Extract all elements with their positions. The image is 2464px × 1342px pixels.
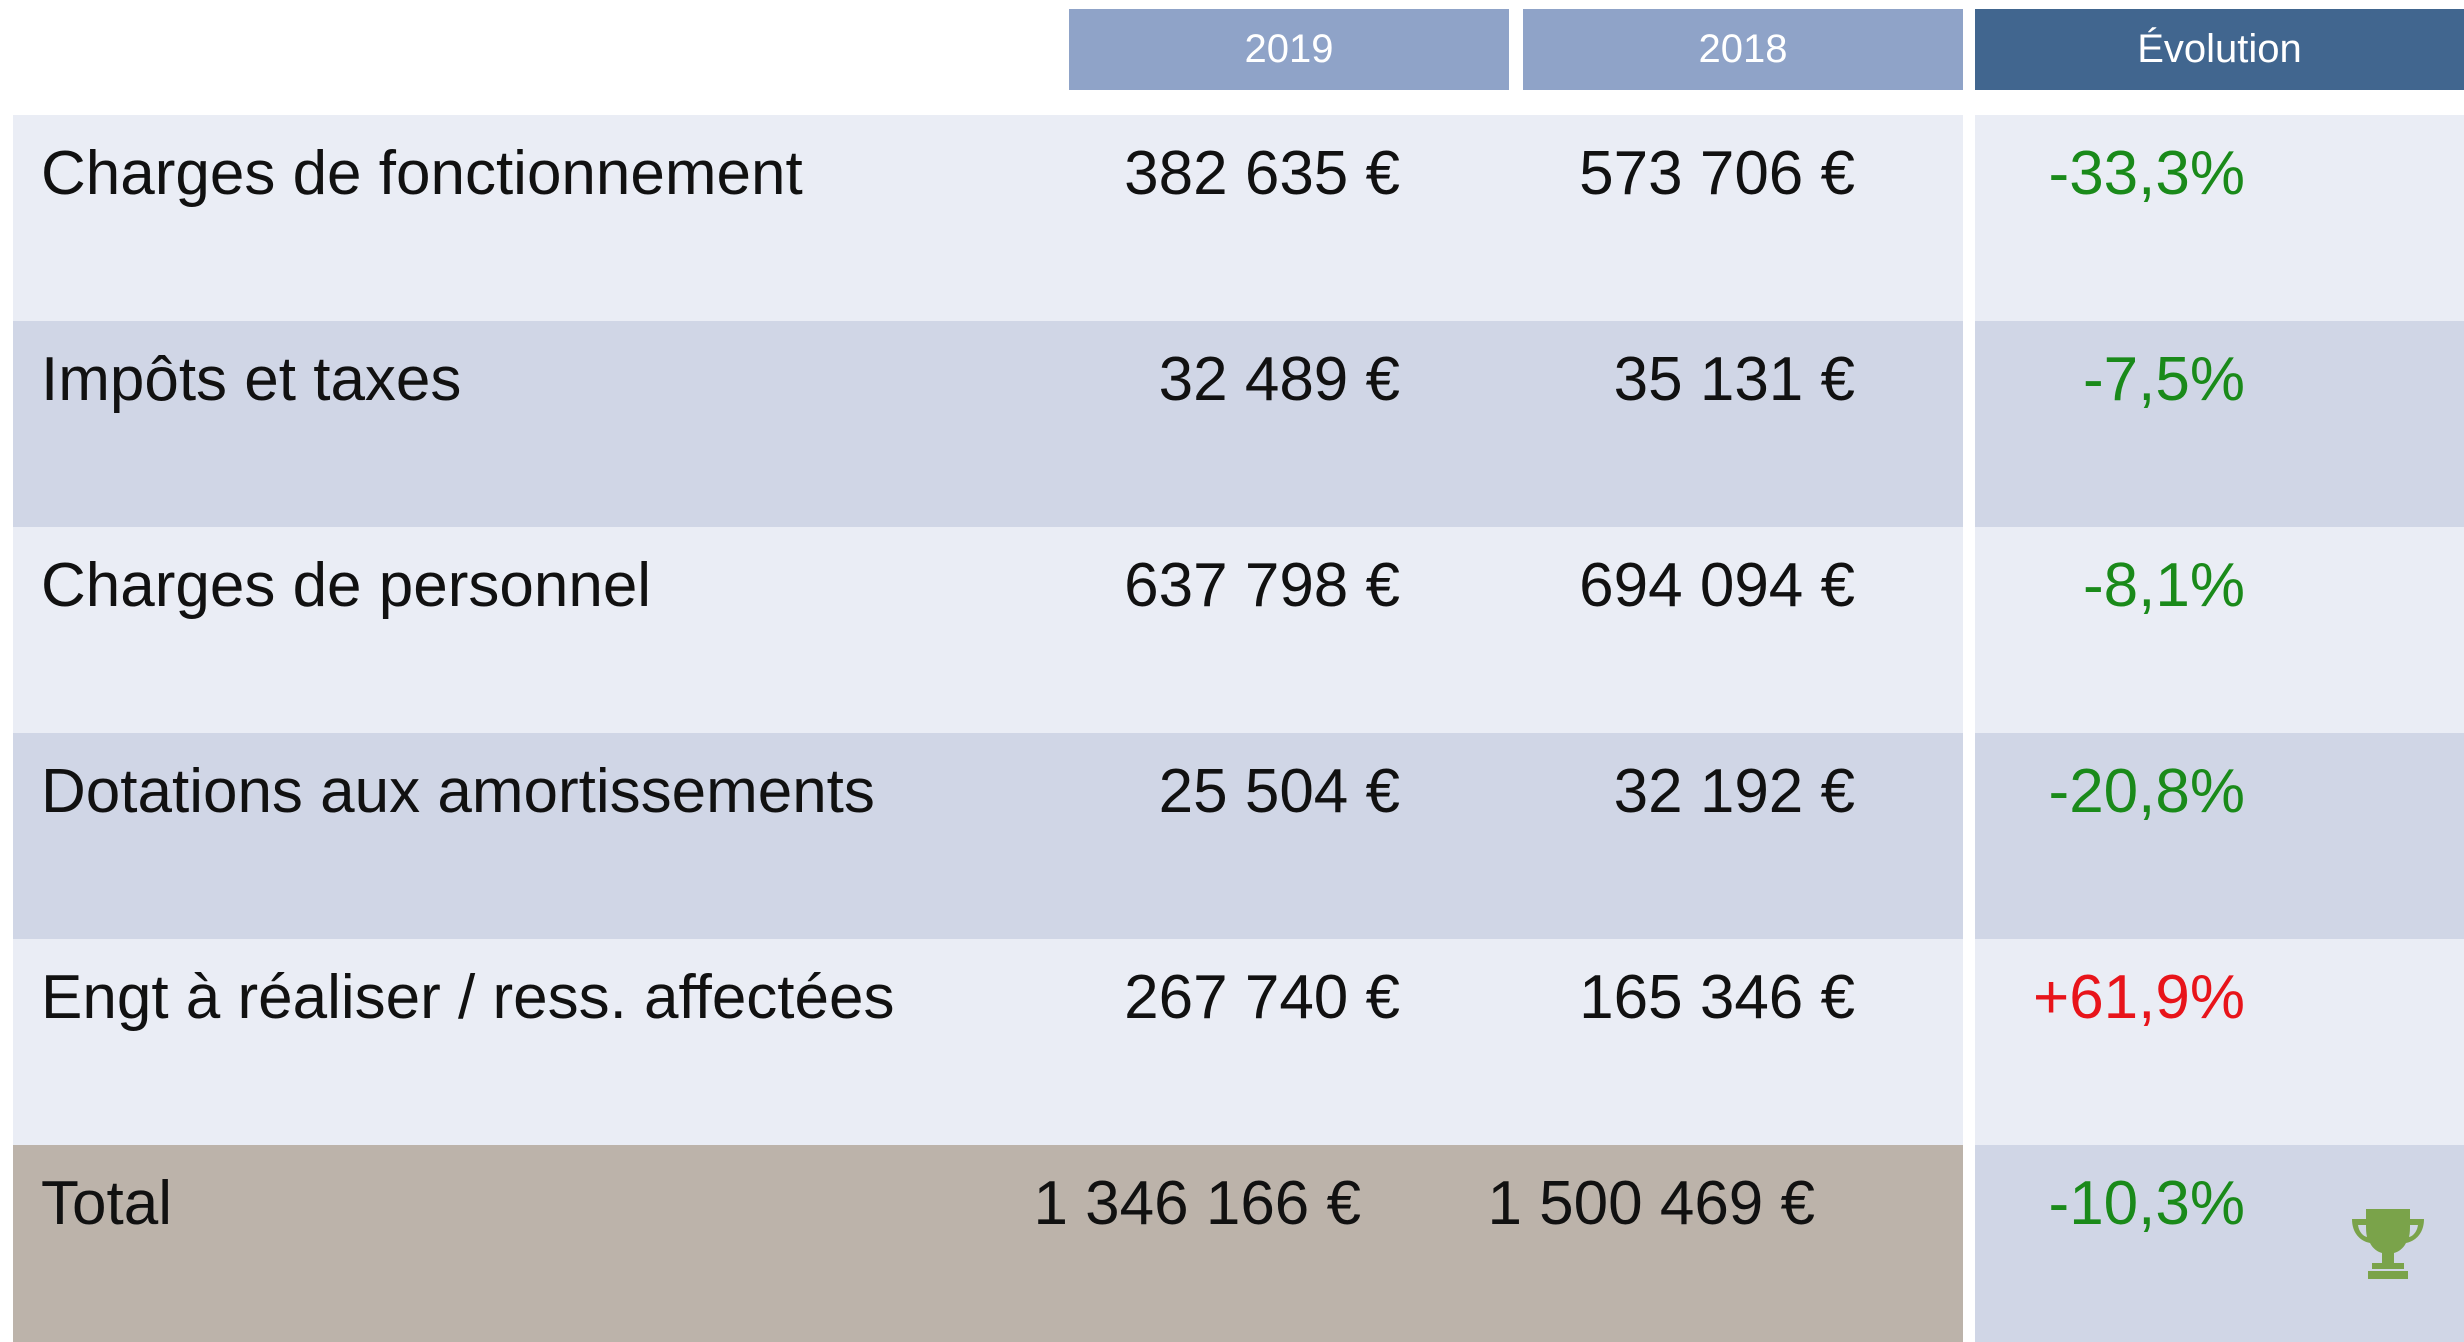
row-bg [13,527,1963,733]
value-2018: 165 346 € [1579,963,1855,1032]
value-2018: 1 500 469 € [1487,1169,1815,1238]
value-2018: 35 131 € [1613,345,1855,414]
evolution-bg [1975,733,2464,939]
evolution: -7,5% [2083,345,2245,414]
column-header: 2019 [1069,9,1509,90]
value-2019: 1 346 166 € [1033,1169,1361,1238]
evolution: +61,9% [2032,963,2245,1032]
evolution-bg [1975,527,2464,733]
row-label: Impôts et taxes [41,345,462,414]
evolution-bg [1975,115,2464,321]
row-label: Dotations aux amortissements [41,757,875,826]
value-2019: 32 489 € [1158,345,1400,414]
row-bg [13,733,1963,939]
trophy-icon [2352,1209,2424,1279]
row-label: Charges de personnel [41,551,652,620]
evolution: -33,3% [2048,139,2245,208]
evolution-bg [1975,939,2464,1145]
value-2019: 267 740 € [1124,963,1400,1032]
value-2019: 382 635 € [1124,139,1400,208]
evolution: -8,1% [2083,551,2245,620]
evolution-bg [1975,321,2464,527]
row-bg [13,1145,1963,1342]
row-bg [13,321,1963,527]
row-label: Total [41,1169,172,1238]
value-2019: 25 504 € [1158,757,1400,826]
value-2018: 32 192 € [1613,757,1855,826]
value-2018: 573 706 € [1579,139,1855,208]
evolution: -20,8% [2048,757,2245,826]
row-label: Engt à réaliser / ress. affectées [41,963,895,1032]
row-bg [13,939,1963,1145]
row-bg [13,115,1963,321]
value-2018: 694 094 € [1579,551,1855,620]
value-2019: 637 798 € [1124,551,1400,620]
row-label: Charges de fonctionnement [41,139,803,208]
column-header: 2018 [1523,9,1963,90]
column-header: Évolution [1975,9,2464,90]
evolution: -10,3% [2048,1169,2245,1238]
